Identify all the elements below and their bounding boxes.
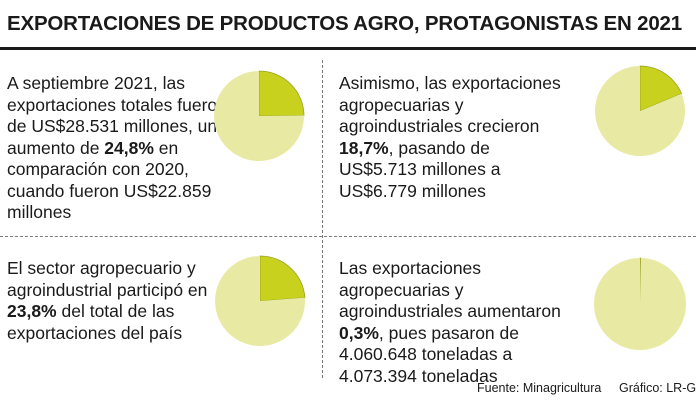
panel-3-text: El sector agropecuario y agroindustrial … [7,258,237,344]
pie-slice-remainder [215,256,305,346]
panel-1-text-before: A septiembre 2021, las exportaciones tot… [7,73,227,158]
pie-slice-remainder [595,66,685,156]
panel-4-text-before: Las exportaciones agropecuarias y agroin… [339,258,561,321]
pie-slice-remainder [214,71,304,161]
panel-4-text: Las exportaciones agropecuarias y agroin… [339,258,579,387]
pie-chart-4 [594,257,686,350]
pie-slice-highlight [639,65,683,112]
panel-3-highlight: 23,8% [7,301,57,321]
panel-1-highlight: 24,8% [104,137,154,158]
pie-slice-remainder [594,258,686,350]
pie-slice-highlight [258,70,305,117]
title-rule [0,47,696,50]
panel-2-text: Asimismo, las exportaciones agropecuaria… [339,73,561,202]
panel-4-text-after: , pues pasaron de 4.060.648 toneladas a … [339,322,519,386]
panel-3-text-before: El sector agropecuario y agroindustrial … [7,258,208,300]
pie-slice-highlight [259,255,306,302]
pie-chart-1 [214,70,305,161]
panel-2-highlight: 18,7% [339,137,389,158]
panel-3-text-after: del total de las exportaciones del país [7,301,183,343]
graphic-credit: Gráfico: LR-GR [619,381,696,395]
panel-2-text-before: Asimismo, las exportaciones agropecuaria… [339,73,561,136]
panel-4-highlight: 0,3% [339,322,379,343]
source-note: Fuente: Minagricultura [477,381,602,395]
pie-chart-2 [595,65,685,156]
pie-chart-3 [215,255,306,346]
panel-1-text-after: en comparación con 2020, cuando fueron U… [7,137,212,223]
panel-2-text-after: , pasando de US$5.713 millones a US$6.77… [339,137,501,201]
pie-slice-highlight [639,257,642,305]
panel-1-text: A septiembre 2021, las exportaciones tot… [7,73,235,224]
horizontal-divider [0,236,696,237]
page-title: EXPORTACIONES DE PRODUCTOS AGRO, PROTAGO… [7,12,682,35]
vertical-divider [322,60,323,378]
